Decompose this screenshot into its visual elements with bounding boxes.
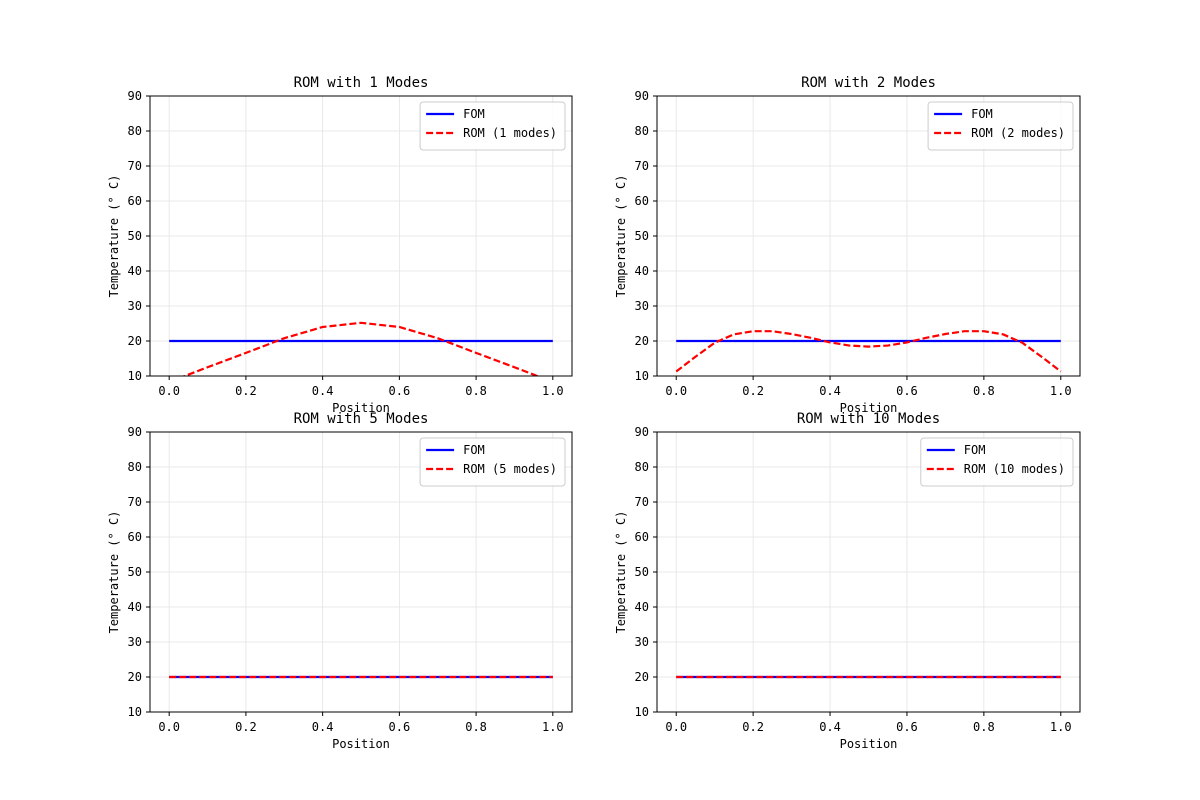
x-tick-label: 0.4	[312, 720, 334, 734]
legend: FOM ROM (10 modes)	[920, 437, 1074, 487]
y-tick-label: 10	[635, 369, 649, 383]
y-axis-label: Temperature (° C)	[107, 511, 121, 634]
legend-label: ROM (1 modes)	[463, 126, 557, 140]
chart-title: ROM with 10 Modes	[797, 411, 940, 427]
x-tick-label: 0.4	[312, 384, 334, 398]
y-tick-label: 20	[128, 334, 142, 348]
y-tick-label: 50	[635, 229, 649, 243]
x-tick-label: 0.6	[896, 384, 918, 398]
x-tick-label: 0.2	[742, 720, 764, 734]
legend-label: ROM (5 modes)	[463, 462, 557, 476]
legend: FOM ROM (2 modes)	[927, 101, 1074, 151]
y-tick-label: 40	[635, 600, 649, 614]
y-tick-label: 20	[128, 670, 142, 684]
y-tick-label: 30	[635, 299, 649, 313]
y-tick-label: 30	[128, 299, 142, 313]
y-tick-label: 70	[128, 495, 142, 509]
y-tick-label: 70	[635, 495, 649, 509]
x-tick-label: 0.0	[158, 720, 180, 734]
x-tick-label: 0.6	[896, 720, 918, 734]
chart-title: ROM with 1 Modes	[294, 75, 429, 91]
series-line-rom-1-modes	[181, 321, 541, 376]
chart-title: ROM with 2 Modes	[801, 75, 936, 91]
x-tick-label: 1.0	[1050, 720, 1072, 734]
y-axis-label: Temperature (° C)	[614, 511, 628, 634]
x-axis-label: Position	[840, 401, 898, 415]
y-tick-label: 90	[635, 89, 649, 103]
y-tick-label: 80	[128, 124, 142, 138]
legend-box	[419, 437, 566, 487]
x-tick-label: 0.4	[819, 384, 841, 398]
x-tick-label: 0.4	[819, 720, 841, 734]
x-tick-label: 0.8	[973, 720, 995, 734]
y-tick-label: 40	[128, 264, 142, 278]
x-tick-label: 0.8	[465, 720, 487, 734]
subplot-1: 0.0 0.2 0.4 0.6 0.8 1.0 10 20 30 40 50 60 70 80 90 ROM …	[107, 75, 573, 415]
y-tick-label: 80	[635, 460, 649, 474]
y-tick-label: 70	[635, 159, 649, 173]
x-tick-label: 1.0	[1050, 384, 1072, 398]
y-tick-label: 60	[635, 530, 649, 544]
legend: FOM ROM (5 modes)	[419, 437, 566, 487]
y-axis-label: Temperature (° C)	[107, 175, 121, 298]
x-tick-label: 0.2	[235, 720, 257, 734]
x-tick-label: 1.0	[542, 384, 564, 398]
legend-label: ROM (10 modes)	[964, 462, 1065, 476]
x-tick-label: 0.6	[389, 384, 411, 398]
y-tick-label: 40	[635, 264, 649, 278]
y-tick-label: 90	[635, 425, 649, 439]
subplot-3: 0.0 0.2 0.4 0.6 0.8 1.0 10 20 30 40 50 60 70 80 90 ROM …	[107, 411, 573, 751]
y-tick-label: 90	[128, 89, 142, 103]
y-tick-label: 30	[128, 635, 142, 649]
y-tick-label: 90	[128, 425, 142, 439]
y-tick-label: 60	[128, 194, 142, 208]
x-tick-label: 0.2	[742, 384, 764, 398]
legend-box	[920, 437, 1074, 487]
x-tick-label: 1.0	[542, 720, 564, 734]
legend: FOM ROM (1 modes)	[419, 101, 566, 151]
x-tick-label: 0.0	[665, 720, 687, 734]
y-tick-label: 50	[635, 565, 649, 579]
legend-label: FOM	[971, 107, 993, 121]
legend-box	[927, 101, 1074, 151]
series-line-rom-2-modes	[675, 330, 1062, 373]
y-tick-label: 30	[635, 635, 649, 649]
y-tick-label: 70	[128, 159, 142, 173]
chart-title: ROM with 5 Modes	[294, 411, 429, 427]
x-axis-label: Position	[332, 737, 390, 751]
legend-label: FOM	[463, 107, 485, 121]
subplot-4: 0.0 0.2 0.4 0.6 0.8 1.0 10 20 30 40 50 60 70 80 90 ROM …	[614, 411, 1081, 751]
y-tick-label: 40	[128, 600, 142, 614]
y-tick-label: 10	[128, 369, 142, 383]
y-tick-label: 20	[635, 670, 649, 684]
y-tick-label: 50	[128, 565, 142, 579]
x-axis-label: Position	[332, 401, 390, 415]
y-tick-label: 80	[128, 460, 142, 474]
y-axis-label: Temperature (° C)	[614, 175, 628, 298]
x-tick-label: 0.6	[389, 720, 411, 734]
y-tick-label: 10	[128, 705, 142, 719]
x-tick-label: 0.0	[665, 384, 687, 398]
legend-label: FOM	[964, 443, 986, 457]
legend-label: FOM	[463, 443, 485, 457]
y-tick-label: 50	[128, 229, 142, 243]
y-tick-label: 10	[635, 705, 649, 719]
y-tick-label: 80	[635, 124, 649, 138]
y-tick-label: 60	[635, 194, 649, 208]
y-tick-label: 60	[128, 530, 142, 544]
subplot-2: 0.0 0.2 0.4 0.6 0.8 1.0 10 20 30 40 50 60 70 80 90 ROM …	[614, 75, 1081, 415]
x-tick-label: 0.0	[158, 384, 180, 398]
x-tick-label: 0.2	[235, 384, 257, 398]
x-tick-label: 0.8	[465, 384, 487, 398]
x-tick-label: 0.8	[973, 384, 995, 398]
y-tick-label: 20	[635, 334, 649, 348]
x-axis-label: Position	[840, 737, 898, 751]
legend-label: ROM (2 modes)	[971, 126, 1065, 140]
legend-box	[419, 101, 566, 151]
